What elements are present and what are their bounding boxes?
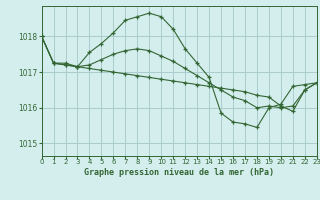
X-axis label: Graphe pression niveau de la mer (hPa): Graphe pression niveau de la mer (hPa) xyxy=(84,168,274,177)
